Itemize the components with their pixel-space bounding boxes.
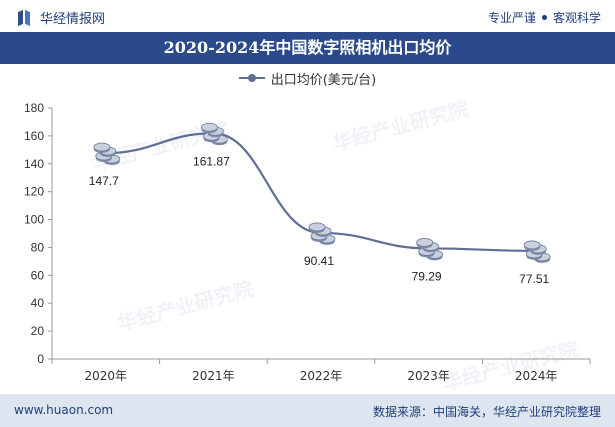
y-tick-label: 160 (24, 129, 44, 143)
y-tick-label: 180 (24, 101, 44, 115)
x-tick-label: 2023年 (407, 369, 450, 383)
y-tick-label: 20 (31, 324, 45, 338)
data-point-marker[interactable] (200, 122, 228, 146)
data-point-marker[interactable] (308, 222, 336, 245)
top-bar: 华经情报网 专业严谨 客观科学 (0, 0, 615, 32)
data-point-marker[interactable] (523, 240, 551, 263)
y-tick-label: 100 (24, 213, 44, 227)
y-tick-label: 140 (24, 157, 44, 171)
data-label: 147.7 (89, 174, 119, 188)
y-tick-label: 80 (31, 240, 45, 254)
data-label: 90.41 (304, 254, 334, 268)
footer-url[interactable]: www.huaon.com (14, 403, 114, 417)
data-label: 79.29 (412, 269, 442, 283)
y-tick-label: 120 (24, 185, 44, 199)
chart-title: 2020-2024年中国数字照相机出口均价 (163, 38, 452, 57)
data-label: 77.51 (519, 272, 549, 286)
legend: 出口均价(美元/台) (0, 68, 615, 88)
brand-name: 华经情报网 (40, 12, 106, 27)
legend-label: 出口均价(美元/台) (270, 72, 377, 88)
footer: www.huaon.com 数据来源：中国海关，华经产业研究院整理 (0, 394, 615, 427)
tag-professional: 专业严谨 (487, 11, 536, 25)
x-tick-label: 2021年 (192, 369, 235, 383)
legend-line-icon (238, 72, 265, 84)
x-tick-label: 2024年 (515, 369, 558, 383)
tagline: 专业严谨 客观科学 (488, 9, 601, 26)
x-tick-label: 2022年 (300, 369, 343, 383)
y-tick-label: 40 (31, 296, 45, 310)
tag-objective: 客观科学 (552, 11, 601, 25)
line-chart: 0 20 40 60 80 100 120 140 160 180 2020年 2021年 2022年 2… (24, 101, 591, 383)
data-point-marker[interactable] (93, 142, 121, 166)
y-tick-label: 60 (31, 268, 45, 282)
title-bar: 2020-2024年中国数字照相机出口均价 (0, 32, 615, 64)
data-label: 161.87 (193, 154, 230, 168)
x-tick-label: 2020年 (85, 369, 128, 383)
y-tick-label: 0 (37, 352, 44, 366)
data-point-marker[interactable] (416, 238, 444, 261)
brand[interactable]: 华经情报网 (18, 8, 105, 27)
source-note: 数据来源：中国海关，华经产业研究院整理 (372, 405, 601, 419)
dot-separator-icon (541, 15, 547, 20)
logo-icon (18, 9, 32, 26)
